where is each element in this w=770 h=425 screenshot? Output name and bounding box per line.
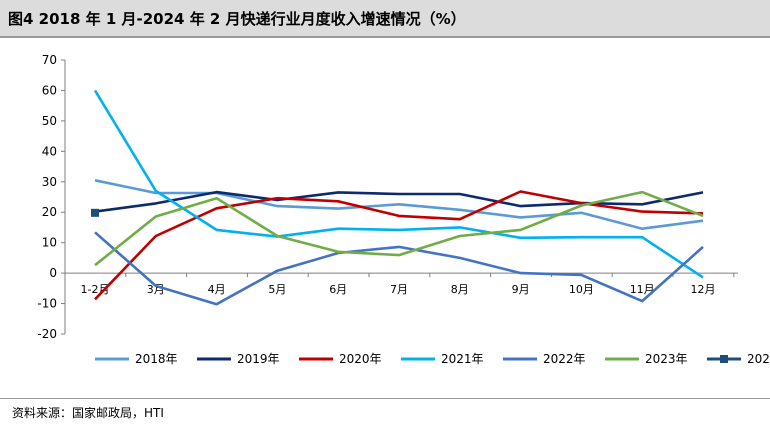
bottom-rule (0, 398, 770, 399)
legend-label: 2022年 (543, 352, 586, 366)
y-tick-label: -10 (37, 297, 57, 311)
series-line (94, 231, 704, 306)
x-tick-label: 5月 (268, 283, 286, 296)
y-tick-label: 40 (42, 144, 57, 158)
title-bar: 图4 2018 年 1 月-2024 年 2 月快递行业月度收入增速情况（%） (0, 0, 770, 36)
figure-title: 图4 2018 年 1 月-2024 年 2 月快递行业月度收入增速情况（%） (8, 10, 466, 28)
legend-marker (720, 355, 728, 363)
y-tick-label: 20 (42, 205, 57, 219)
x-tick-label: 8月 (451, 283, 469, 296)
y-tick-label: 60 (42, 83, 57, 97)
y-tick-label: 10 (42, 236, 57, 250)
x-tick-label: 10月 (569, 283, 594, 296)
y-tick-label: 50 (42, 114, 57, 128)
source-note: 资料来源：国家邮政局，HTI (12, 406, 164, 420)
data-point (91, 208, 99, 217)
legend-label: 2018年 (135, 352, 178, 366)
x-tick-label: 6月 (329, 283, 347, 296)
x-tick-label: 9月 (512, 283, 530, 296)
x-tick-label: 11月 (630, 283, 655, 296)
series-line (93, 89, 704, 279)
legend-label: 2023年 (645, 352, 688, 366)
legend-label: 2021年 (441, 352, 484, 366)
series-layer (91, 89, 704, 306)
x-tick-label: 7月 (390, 283, 408, 296)
x-tick-label: 4月 (208, 283, 226, 296)
y-tick-label: 30 (42, 175, 57, 189)
series-line (94, 190, 704, 213)
series-line (94, 179, 704, 230)
series-line (94, 190, 704, 267)
y-tick-label: -20 (37, 327, 57, 341)
y-tick-label: 0 (49, 266, 57, 280)
legend-label: 2019年 (237, 352, 280, 366)
x-tick-label: 12月 (691, 283, 716, 296)
title-rule (0, 36, 770, 38)
y-tick-label: 70 (42, 53, 57, 67)
legend-label: 2020年 (339, 352, 382, 366)
